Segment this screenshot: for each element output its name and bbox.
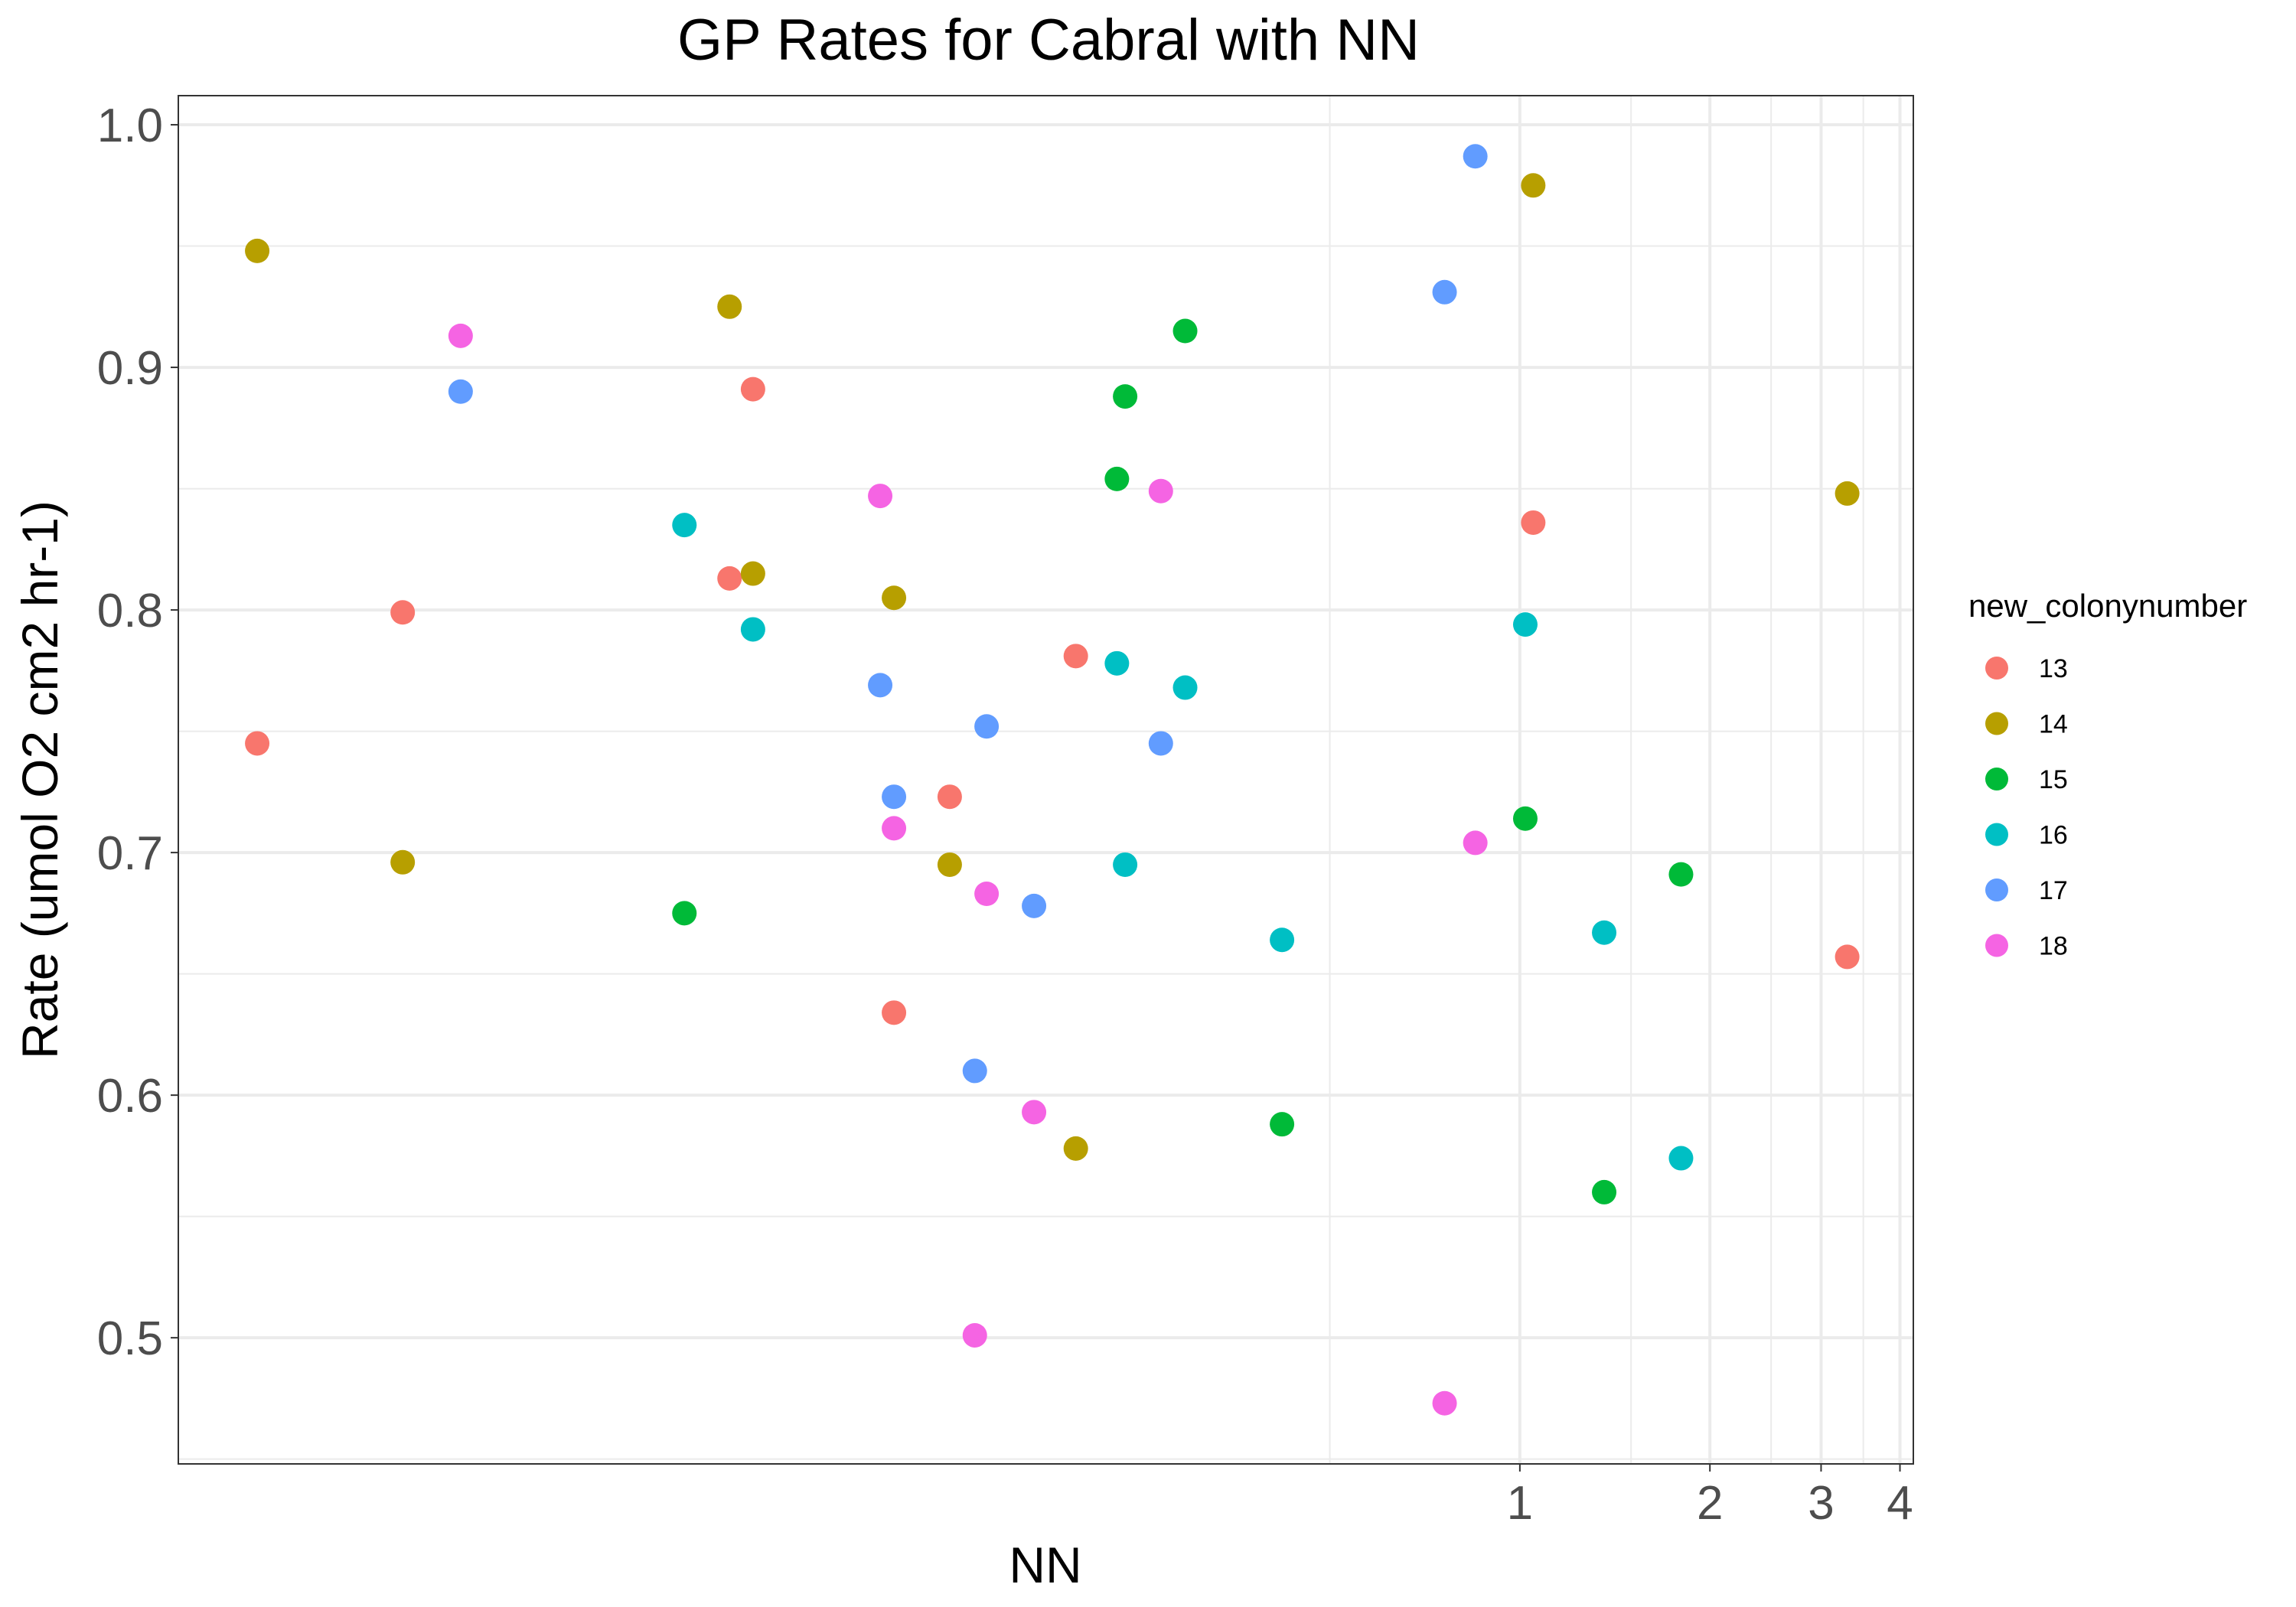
y-tick-label: 0.7	[97, 827, 163, 880]
legend: new_colonynumber 13 14 15 16 17 18	[1968, 588, 2247, 961]
legend-label: 13	[2039, 654, 2068, 683]
y-axis-title: Rate (umol O2 cm2 hr-1)	[11, 500, 68, 1059]
axes: 0.5 0.6 0.7 0.8 0.9 1.0 1 2 3 4	[97, 99, 1913, 1530]
data-point	[974, 714, 1000, 739]
data-point	[1463, 830, 1488, 856]
data-point	[1432, 1390, 1457, 1416]
data-point	[1148, 731, 1173, 756]
data-point	[1104, 466, 1130, 491]
data-point	[882, 585, 907, 611]
data-point	[937, 784, 962, 810]
x-tick-label: 4	[1887, 1477, 1913, 1530]
legend-label: 15	[2039, 765, 2068, 794]
legend-key	[1985, 768, 2008, 790]
data-point	[962, 1058, 987, 1084]
legend-key	[1985, 712, 2008, 735]
data-point	[1512, 806, 1538, 831]
legend-key	[1985, 823, 2008, 846]
plot-border	[178, 95, 1914, 1465]
data-point	[1148, 478, 1173, 504]
data-point	[882, 816, 907, 841]
data-point	[672, 901, 697, 926]
data-point	[1521, 510, 1546, 535]
data-point	[1835, 481, 1860, 506]
x-tick-label: 3	[1808, 1477, 1834, 1530]
data-point	[245, 731, 270, 756]
x-tick-label: 1	[1507, 1477, 1533, 1530]
data-point	[1668, 862, 1694, 887]
data-point	[1432, 279, 1457, 305]
data-point	[1172, 318, 1198, 344]
data-point	[1521, 173, 1546, 198]
data-points	[245, 144, 1860, 1416]
y-tick-label: 1.0	[97, 99, 163, 152]
data-point	[1063, 644, 1088, 669]
y-tick-label: 0.9	[97, 342, 163, 395]
legend-key	[1985, 657, 2008, 680]
data-point	[1512, 612, 1538, 637]
data-point	[390, 849, 416, 875]
data-point	[672, 513, 697, 538]
data-point	[974, 882, 1000, 906]
x-tick-label: 2	[1697, 1477, 1723, 1530]
legend-key	[1985, 934, 2008, 957]
data-point	[1022, 1100, 1047, 1125]
legend-title: new_colonynumber	[1968, 588, 2247, 624]
grid-lines	[178, 96, 1913, 1464]
legend-key	[1985, 878, 2008, 901]
legend-label: 18	[2039, 932, 2068, 961]
plot-panel	[178, 96, 1913, 1464]
data-point	[1592, 920, 1617, 945]
data-point	[868, 673, 893, 698]
data-point	[740, 617, 765, 642]
data-point	[448, 323, 473, 348]
data-point	[1104, 650, 1130, 676]
data-point	[1463, 144, 1488, 169]
data-point	[1063, 1136, 1088, 1161]
data-point	[962, 1322, 987, 1348]
data-point	[245, 238, 270, 263]
y-tick-label: 0.6	[97, 1070, 163, 1123]
data-point	[1592, 1179, 1617, 1204]
data-point	[882, 1000, 907, 1025]
data-point	[1113, 852, 1138, 877]
data-point	[937, 852, 962, 877]
data-point	[740, 561, 765, 586]
data-point	[717, 566, 742, 591]
data-point	[1022, 893, 1047, 918]
x-axis-title: NN	[1009, 1537, 1081, 1593]
data-point	[1668, 1146, 1694, 1171]
data-point	[882, 784, 907, 810]
data-point	[1172, 675, 1198, 700]
data-point	[448, 379, 473, 404]
y-tick-label: 0.8	[97, 585, 163, 637]
data-point	[390, 600, 416, 625]
legend-label: 14	[2039, 710, 2068, 739]
data-point	[740, 376, 765, 402]
data-point	[1270, 1112, 1295, 1137]
y-tick-label: 0.5	[97, 1312, 163, 1365]
data-point	[717, 294, 742, 319]
data-point	[868, 484, 893, 509]
legend-label: 16	[2039, 821, 2068, 850]
data-point	[1835, 944, 1860, 970]
legend-label: 17	[2039, 876, 2068, 905]
data-point	[1270, 927, 1295, 953]
chart-title: GP Rates for Cabral with NN	[677, 8, 1420, 73]
data-point	[1113, 384, 1138, 409]
